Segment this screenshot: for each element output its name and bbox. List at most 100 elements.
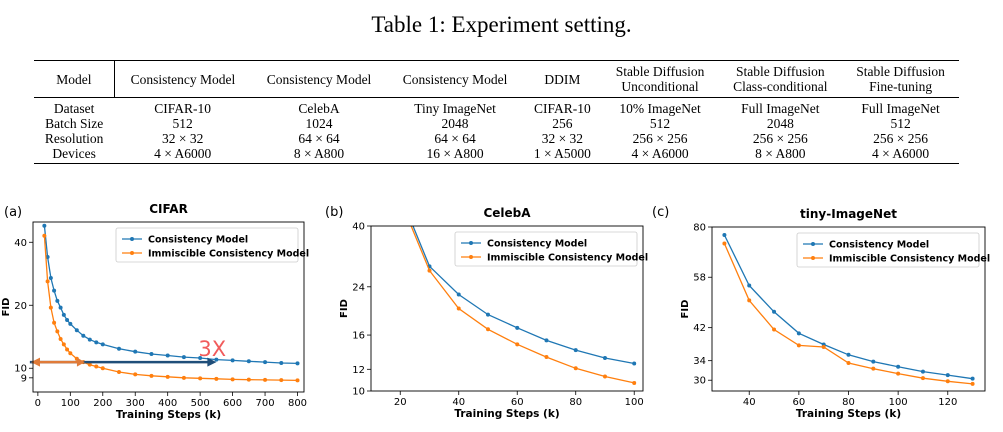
legend-marker bbox=[469, 255, 473, 259]
data-point bbox=[871, 366, 876, 371]
legend-label: Immiscible Consistency Model bbox=[487, 253, 648, 264]
legend-label: Immiscible Consistency Model bbox=[148, 249, 309, 260]
data-point bbox=[117, 369, 122, 374]
table-cell: Tiny ImageNet bbox=[414, 101, 496, 116]
chart-panel-1: (a) CIFAR 0 100 200 300 400 500 600 700 800 910 20 40… bbox=[1, 202, 309, 421]
data-point bbox=[133, 349, 138, 354]
header-cell: Stable Diffusion Fine-tuning bbox=[856, 64, 945, 94]
data-point bbox=[94, 340, 99, 345]
annotation-text: 3X bbox=[198, 337, 226, 361]
panel-label: (b) bbox=[325, 205, 343, 220]
data-point bbox=[45, 279, 50, 284]
data-point bbox=[133, 372, 138, 377]
x-tick-label: 800 bbox=[288, 398, 307, 409]
header-cell: DDIM bbox=[544, 71, 581, 87]
y-tick-label: 40 bbox=[352, 222, 365, 233]
table-cell: 4 × A6000 bbox=[154, 146, 212, 161]
data-point bbox=[42, 223, 47, 228]
x-tick-label: 600 bbox=[223, 398, 242, 409]
table-cell: 2048 bbox=[766, 116, 794, 131]
data-point bbox=[52, 288, 57, 293]
table-cell: 4 × A6000 bbox=[631, 146, 689, 161]
y-tick-label: 16 bbox=[352, 331, 365, 342]
header-cell: Stable Diffusion Unconditional bbox=[615, 64, 705, 94]
legend-box bbox=[796, 232, 980, 268]
table-cell: 512 bbox=[649, 116, 671, 131]
y-tick-label: 34 bbox=[693, 356, 706, 367]
x-tick-label: 100 bbox=[61, 398, 80, 409]
data-point bbox=[573, 348, 578, 353]
legend-marker bbox=[469, 241, 473, 245]
y-tick-label: 24 bbox=[352, 282, 365, 293]
table-cell: 256 × 256 bbox=[632, 131, 688, 146]
table-cell: 64 × 64 bbox=[298, 131, 340, 146]
y-axis-label: FID bbox=[680, 300, 691, 319]
data-point bbox=[61, 312, 66, 317]
table-cell: 8 × A800 bbox=[755, 146, 806, 161]
data-point bbox=[896, 371, 901, 376]
y-tick-label: 40 bbox=[14, 238, 27, 249]
legend-label: Immiscible Consistency Model bbox=[829, 254, 990, 265]
data-point bbox=[279, 360, 284, 365]
data-point bbox=[456, 306, 461, 311]
data-point bbox=[846, 352, 851, 357]
legend-box bbox=[115, 227, 299, 263]
table-caption: Table 1: Experiment setting. bbox=[371, 12, 632, 37]
x-tick-label: 40 bbox=[743, 397, 756, 408]
data-point bbox=[896, 364, 901, 369]
table-cell: 256 × 256 bbox=[752, 131, 808, 146]
header-cell: Stable Diffusion Class-conditional bbox=[733, 64, 828, 94]
header-cell: Consistency Model bbox=[402, 71, 508, 87]
x-tick-label: 40 bbox=[452, 397, 465, 408]
data-point bbox=[198, 376, 203, 381]
annotation-arrowhead-orange-left bbox=[31, 357, 40, 367]
header-cell: Consistency Model bbox=[130, 71, 236, 87]
y-tick-label: 12 bbox=[352, 365, 365, 376]
chart-title: CelebA bbox=[483, 206, 531, 220]
table-cell: CelebA bbox=[298, 101, 340, 116]
x-tick-label: 60 bbox=[792, 397, 805, 408]
legend-marker bbox=[130, 251, 134, 255]
legend-marker bbox=[130, 237, 134, 241]
data-point bbox=[52, 320, 57, 325]
data-point bbox=[61, 342, 66, 347]
data-point bbox=[632, 380, 637, 385]
data-point bbox=[214, 376, 219, 381]
table-cell: 256 × 256 bbox=[873, 131, 929, 146]
x-tick-label: 20 bbox=[394, 397, 407, 408]
x-tick-label: 700 bbox=[256, 398, 275, 409]
data-point bbox=[544, 355, 549, 360]
x-axis-label: Training Steps (k) bbox=[796, 408, 901, 420]
data-point bbox=[65, 347, 70, 352]
y-tick-label: 20 bbox=[14, 301, 27, 312]
legend-marker bbox=[811, 256, 815, 260]
table-row: Devices 4 × A6000 8 × A800 16 × A800 1 ×… bbox=[34, 146, 959, 164]
data-point bbox=[58, 305, 63, 310]
x-tick-label: 0 bbox=[35, 398, 41, 409]
table-cell: 2048 bbox=[441, 116, 469, 131]
header-cell: Model bbox=[34, 60, 115, 98]
data-point bbox=[722, 233, 727, 238]
data-point bbox=[263, 360, 268, 365]
legend-label: Consistency Model bbox=[829, 240, 929, 251]
panel-label: (c) bbox=[652, 205, 669, 220]
data-point bbox=[602, 374, 607, 379]
series-line bbox=[410, 226, 635, 384]
x-tick-label: 60 bbox=[511, 397, 524, 408]
table-cell: 4 × A6000 bbox=[872, 146, 930, 161]
table-row: Dataset CIFAR-10 CelebA Tiny ImageNet CI… bbox=[34, 98, 959, 117]
legend-marker bbox=[811, 242, 815, 246]
data-point bbox=[100, 366, 105, 371]
chart-title: CIFAR bbox=[149, 202, 188, 216]
y-tick-label: 30 bbox=[693, 376, 706, 387]
x-tick-label: 100 bbox=[625, 397, 644, 408]
data-point bbox=[945, 373, 950, 378]
data-point bbox=[632, 361, 637, 366]
data-point bbox=[55, 329, 60, 334]
y-tick-label: 10 bbox=[14, 364, 27, 375]
x-tick-label: 500 bbox=[191, 398, 210, 409]
x-tick-label: 80 bbox=[842, 397, 855, 408]
table-cell: 32 × 32 bbox=[161, 131, 204, 146]
table-cell: 16 × A800 bbox=[426, 146, 484, 161]
y-tick-label: 10 bbox=[352, 387, 365, 398]
